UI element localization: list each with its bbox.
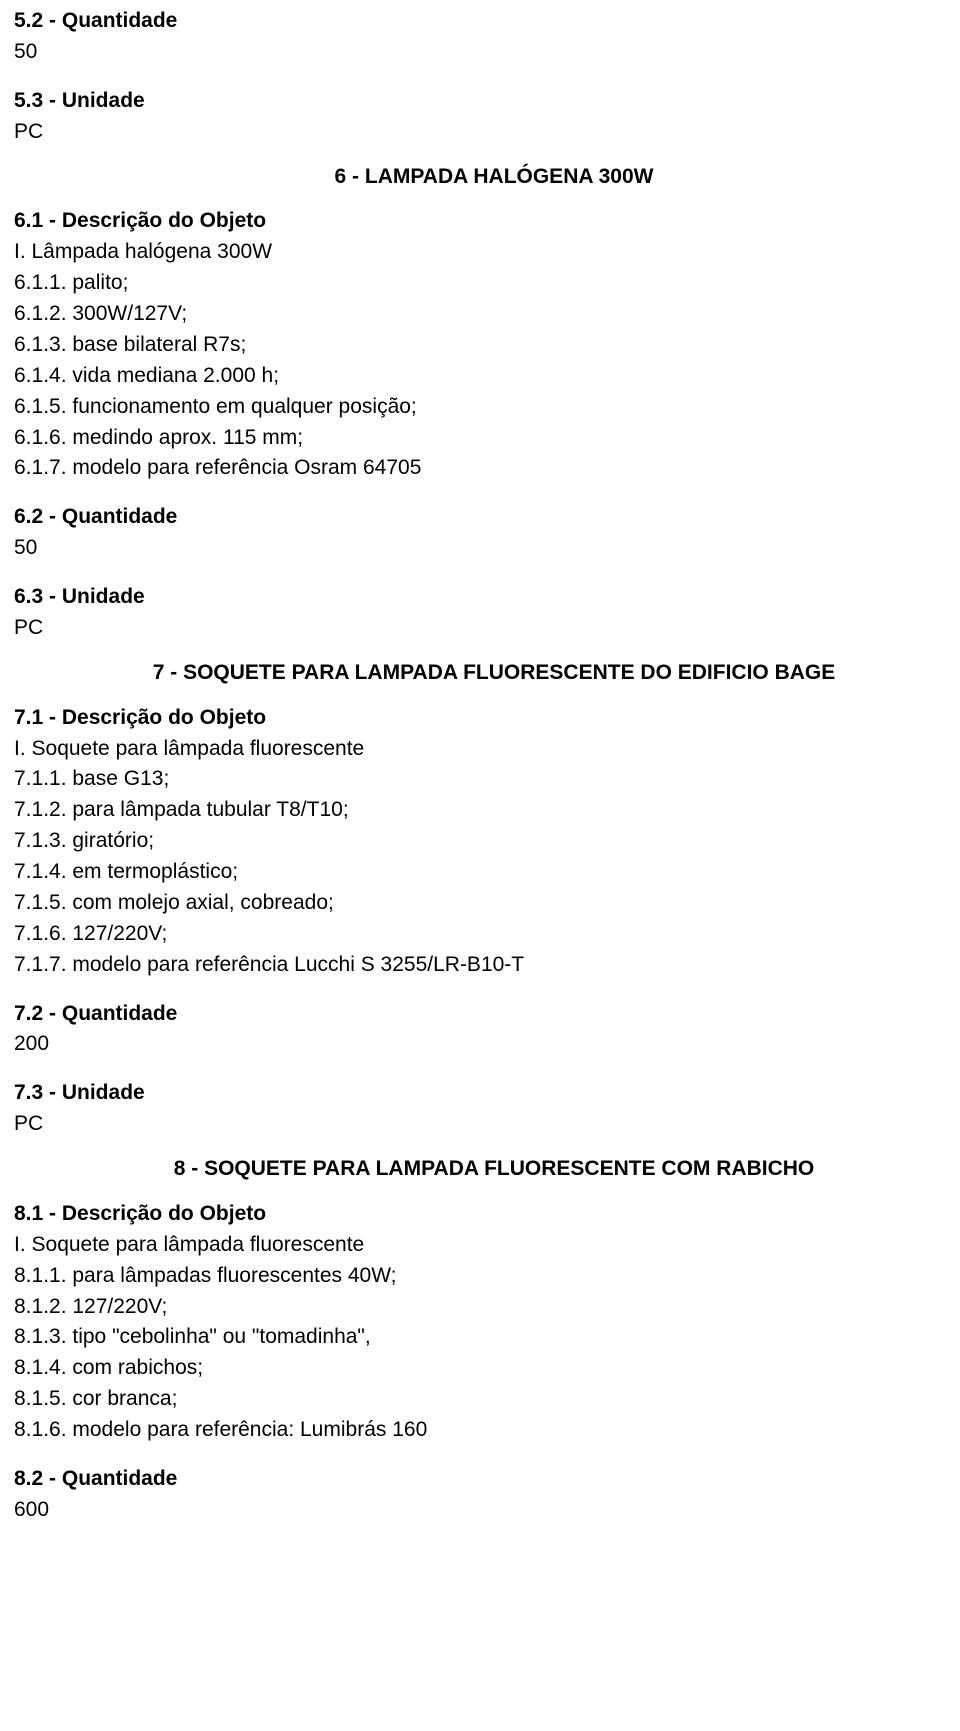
spec-item: 6.1.1. palito;: [14, 270, 960, 297]
quantity-label: 5.2 - Quantidade: [14, 8, 960, 35]
spec-item: 7.1.5. com molejo axial, cobreado;: [14, 890, 960, 917]
spec-item: 7.1.1. base G13;: [14, 766, 960, 793]
spec-item: 8.1.2. 127/220V;: [14, 1294, 960, 1321]
spec-item: 8.1.4. com rabichos;: [14, 1355, 960, 1382]
description-intro: I. Lâmpada halógena 300W: [14, 239, 960, 266]
section-title: 8 - SOQUETE PARA LAMPADA FLUORESCENTE CO…: [14, 1156, 960, 1183]
spec-item: 6.1.4. vida mediana 2.000 h;: [14, 363, 960, 390]
section-title: 6 - LAMPADA HALÓGENA 300W: [14, 164, 960, 191]
spec-item: 8.1.3. tipo "cebolinha" ou "tomadinha",: [14, 1324, 960, 1351]
spec-item: 7.1.2. para lâmpada tubular T8/T10;: [14, 797, 960, 824]
description-label: 8.1 - Descrição do Objeto: [14, 1201, 960, 1228]
description-intro: I. Soquete para lâmpada fluorescente: [14, 1232, 960, 1259]
quantity-value: 50: [14, 39, 960, 66]
unit-label: 5.3 - Unidade: [14, 88, 960, 115]
spec-item: 6.1.5. funcionamento em qualquer posição…: [14, 394, 960, 421]
spec-item: 7.1.7. modelo para referência Lucchi S 3…: [14, 952, 960, 979]
spec-item: 8.1.5. cor branca;: [14, 1386, 960, 1413]
spec-item: 6.1.3. base bilateral R7s;: [14, 332, 960, 359]
spec-item: 6.1.2. 300W/127V;: [14, 301, 960, 328]
spec-item: 6.1.7. modelo para referência Osram 6470…: [14, 455, 960, 482]
description-label: 7.1 - Descrição do Objeto: [14, 705, 960, 732]
quantity-value: 200: [14, 1031, 960, 1058]
unit-value: PC: [14, 1111, 960, 1138]
unit-label: 7.3 - Unidade: [14, 1080, 960, 1107]
spec-item: 8.1.1. para lâmpadas fluorescentes 40W;: [14, 1263, 960, 1290]
description-label: 6.1 - Descrição do Objeto: [14, 208, 960, 235]
quantity-label: 6.2 - Quantidade: [14, 504, 960, 531]
section-title: 7 - SOQUETE PARA LAMPADA FLUORESCENTE DO…: [14, 660, 960, 687]
spec-item: 8.1.6. modelo para referência: Lumibrás …: [14, 1417, 960, 1444]
description-intro: I. Soquete para lâmpada fluorescente: [14, 736, 960, 763]
unit-label: 6.3 - Unidade: [14, 584, 960, 611]
spec-item: 7.1.6. 127/220V;: [14, 921, 960, 948]
unit-value: PC: [14, 615, 960, 642]
spec-item: 7.1.4. em termoplástico;: [14, 859, 960, 886]
unit-value: PC: [14, 119, 960, 146]
spec-item: 7.1.3. giratório;: [14, 828, 960, 855]
quantity-label: 8.2 - Quantidade: [14, 1466, 960, 1493]
quantity-label: 7.2 - Quantidade: [14, 1001, 960, 1028]
quantity-value: 50: [14, 535, 960, 562]
quantity-value: 600: [14, 1497, 960, 1524]
spec-item: 6.1.6. medindo aprox. 115 mm;: [14, 425, 960, 452]
